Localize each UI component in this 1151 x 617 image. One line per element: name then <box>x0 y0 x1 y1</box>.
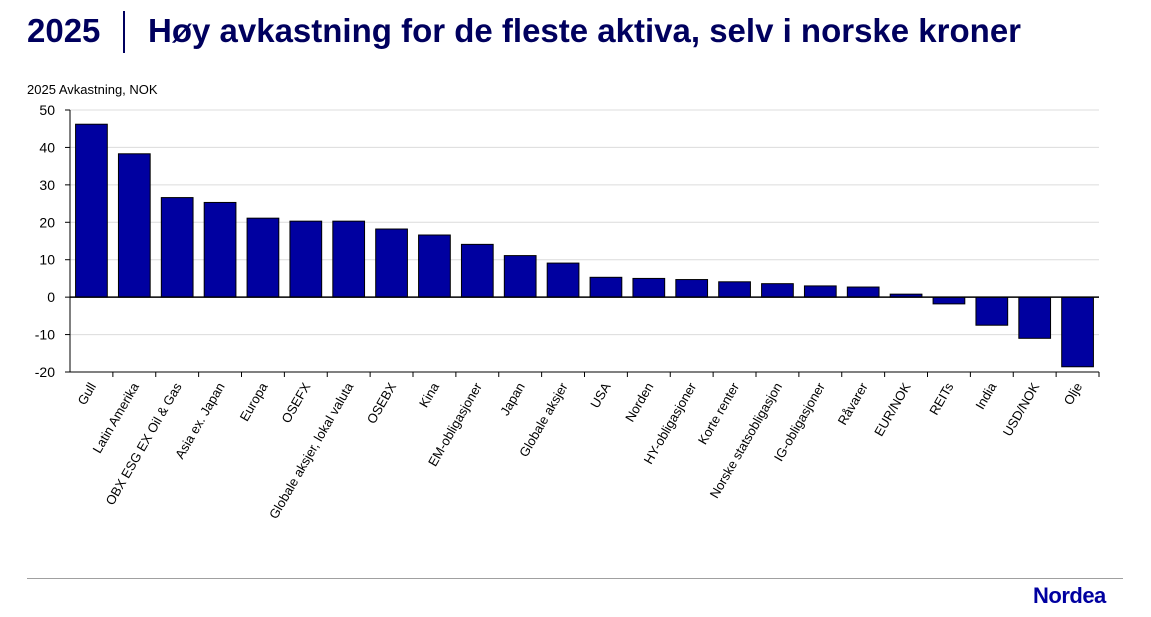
bar <box>761 283 794 298</box>
x-tick-label: Olje <box>1061 380 1086 408</box>
x-tick-label: Gull <box>74 380 99 408</box>
title-year: 2025 <box>27 12 101 49</box>
y-tick-label: -10 <box>35 327 55 343</box>
bar <box>460 243 494 298</box>
x-tick-label: EUR/NOK <box>871 380 914 439</box>
bar <box>1061 296 1094 368</box>
y-tick-label: 0 <box>47 289 55 305</box>
x-tick-label: Korte renter <box>695 379 743 447</box>
bar <box>375 228 408 298</box>
brand-logo: Nordea <box>1033 583 1106 608</box>
bar <box>932 296 966 305</box>
bar <box>1018 296 1052 339</box>
page-title: Høy avkastning for de fleste aktiva, sel… <box>148 12 1022 49</box>
bar <box>546 262 580 298</box>
x-tick-label: Japan <box>497 380 528 418</box>
bars <box>75 123 1094 368</box>
y-tick-label: 50 <box>39 102 55 118</box>
y-tick-labels: 50 40 30 20 10 0 -10 -20 <box>35 102 55 380</box>
bar <box>332 220 366 298</box>
bar-chart: 2025 Avkastning, NOK 50 40 30 20 10 0 -10 -20 G… <box>27 82 1100 521</box>
y-tick-label: 40 <box>39 139 55 155</box>
x-tick-label: USA <box>587 380 614 411</box>
x-tick-label: REITs <box>926 380 957 418</box>
title-separator <box>123 11 125 53</box>
bar <box>589 276 623 298</box>
x-tick-label: Kina <box>416 379 442 410</box>
bar <box>846 286 880 298</box>
y-axis-label: 2025 Avkastning, NOK <box>27 82 158 97</box>
y-tick-label: 30 <box>39 177 55 193</box>
bar <box>203 201 237 298</box>
bar <box>803 285 837 298</box>
bar <box>289 220 323 298</box>
x-tick-label: India <box>972 379 999 412</box>
bar <box>675 279 709 298</box>
y-tick-label: 20 <box>39 214 55 230</box>
x-tick-label: Globale aksjer, lokal valuta <box>266 379 357 521</box>
bar <box>632 277 666 298</box>
x-tick-label: Norden <box>622 380 656 424</box>
y-tick-label: -20 <box>35 364 55 380</box>
footer-divider <box>27 578 1123 579</box>
bar <box>418 234 451 298</box>
x-tick-label: OSEBX <box>364 380 400 427</box>
x-tick-label: USD/NOK <box>1000 380 1043 439</box>
y-tick-label: 10 <box>39 252 55 268</box>
bar <box>117 153 151 298</box>
bar <box>160 197 194 298</box>
x-tick-label: Råvarer <box>835 379 871 427</box>
bar <box>718 281 751 298</box>
axes <box>69 110 1100 377</box>
bar <box>75 123 108 298</box>
bar <box>246 217 280 298</box>
bar <box>503 255 537 298</box>
bar <box>975 296 1009 326</box>
x-tick-label: Europa <box>237 379 271 423</box>
x-tick-label: OBX ESG EX Oil & Gas <box>102 380 185 508</box>
x-tick-label: OSEFX <box>278 380 313 426</box>
